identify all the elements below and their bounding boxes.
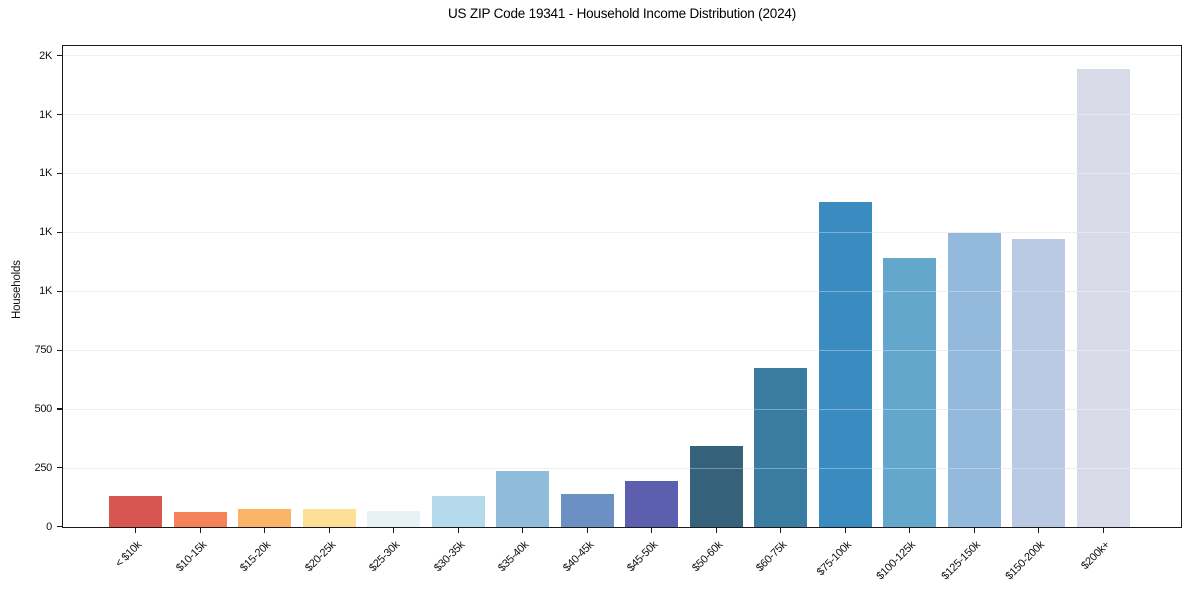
gridline [63,290,1181,292]
gridline [63,114,1181,116]
y-tick-mark [57,231,62,233]
y-tick-label: 1K [39,285,52,298]
y-tick-label: 1K [39,108,52,121]
gridline-overlay [63,114,1181,116]
y-tick-label: 250 [34,461,53,474]
y-tick-mark [57,349,62,351]
bar-200k [1076,68,1130,527]
gridline-overlay [63,467,1181,469]
bar-35-40k [496,471,550,527]
bar-30-35k [431,495,485,527]
gridline-overlay-layer [63,46,1181,527]
gridlines-layer [63,46,1181,527]
bar-10k [109,496,162,527]
bar-25-30k [367,510,421,527]
bar-40-45k [560,494,614,527]
bar-125-150k [947,232,1001,527]
x-tick-mark [1102,528,1104,533]
x-tick-mark [651,528,653,533]
bar-20-25k [302,509,356,527]
x-tick-mark [973,528,975,533]
gridline [63,55,1181,57]
gridline-overlay [63,232,1181,234]
bar-75-100k [818,202,872,527]
x-tick-mark [1038,528,1040,533]
gridline-overlay [63,55,1181,57]
gridline [63,467,1181,469]
bar-15-20k [238,508,291,527]
y-tick-mark [57,172,62,174]
gridline [63,232,1181,234]
bar-150-200k [1012,239,1066,527]
x-tick-label: $200k+ [1078,539,1112,572]
gridline [63,173,1181,175]
y-tick-mark [57,467,62,469]
y-tick-label: 1K [39,226,52,239]
gridline [63,408,1181,410]
x-tick-mark [264,528,266,533]
gridline-overlay [63,290,1181,292]
y-tick-label: 2K [39,49,52,62]
bar-60-75k [754,367,808,527]
x-tick-mark [457,528,459,533]
bar-45-50k [625,481,679,527]
chart-title: US ZIP Code 19341 - Household Income Dis… [448,6,796,21]
y-tick-mark [57,55,62,57]
x-tick-mark [715,528,717,533]
y-tick-label: 750 [34,344,53,357]
y-tick-label: 1K [39,167,52,180]
x-tick-mark [522,528,524,533]
y-tick-mark [57,526,62,528]
bar-10-15k [173,511,227,527]
y-tick-label: 500 [34,403,53,415]
gridline-overlay [63,349,1181,351]
gridline-overlay [63,173,1181,175]
y-tick-mark [57,290,62,292]
x-tick-mark [135,528,137,533]
y-tick-mark [57,113,62,116]
y-tick-label: 0 [46,520,52,533]
gridline-overlay [63,408,1181,410]
bar-100-125k [883,257,937,527]
x-tick-mark [199,528,201,533]
x-tick-mark [328,528,330,533]
plot-area [62,45,1182,528]
x-tick-mark [586,528,588,533]
gridline [63,349,1181,351]
x-tick-mark [909,528,911,533]
x-tick-label-anchor: $200k+ [943,535,1112,572]
x-tick-mark [780,528,782,533]
bar-50-60k [689,445,743,527]
y-tick-mark [57,408,62,410]
x-tick-mark [393,528,395,533]
bars-layer [63,46,1181,527]
x-tick-mark [844,528,846,533]
